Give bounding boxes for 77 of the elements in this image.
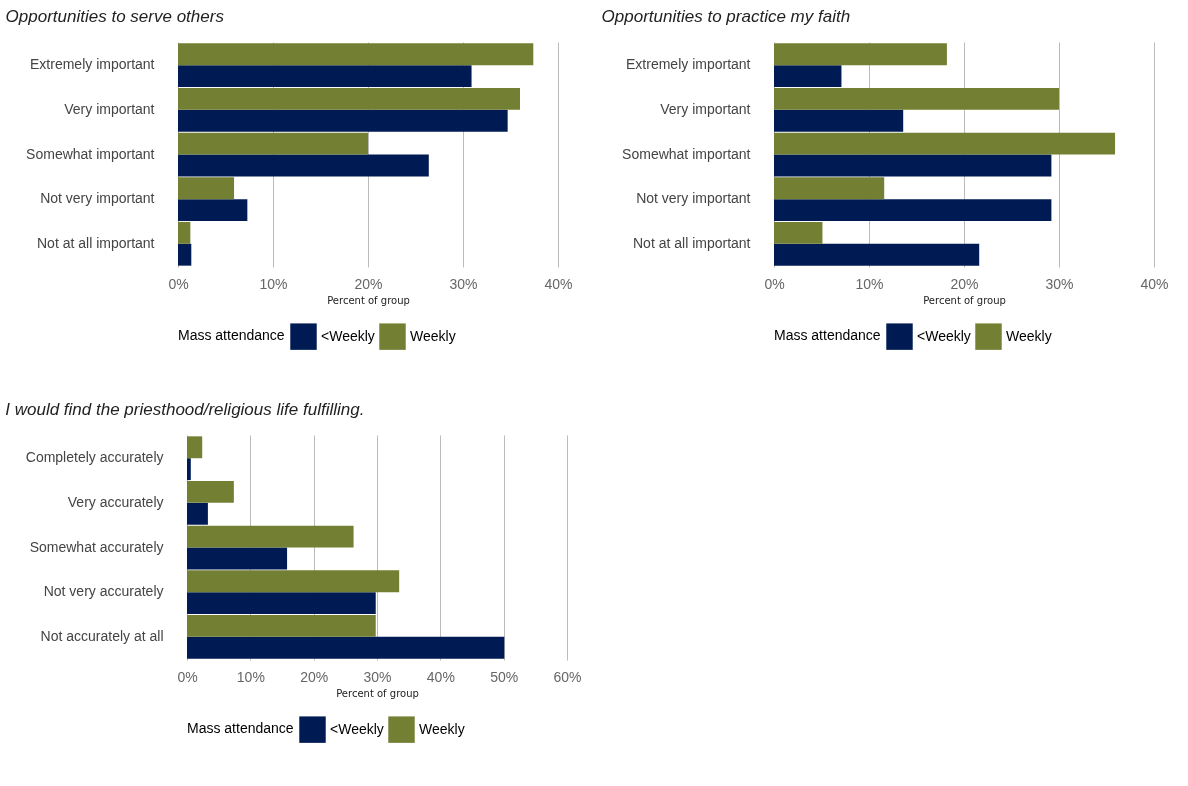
x-tick-label: 20% — [354, 275, 383, 292]
y-tick-label: Not accurately at all — [40, 627, 164, 644]
y-tick-label: Not very important — [636, 190, 751, 207]
x-tick-label: 60% — [553, 668, 582, 685]
y-tick-label: Not very accurately — [43, 583, 164, 600]
legend-label: Weekly — [419, 720, 465, 737]
x-tick-label: 40% — [544, 275, 573, 292]
chart-title: Opportunities to serve others — [5, 7, 225, 26]
bar — [774, 132, 1116, 155]
x-tick-label: 10% — [236, 668, 265, 685]
bar — [187, 480, 234, 503]
bar — [187, 636, 505, 659]
chart-title: Opportunities to practice my faith — [601, 7, 851, 26]
y-tick-label: Somewhat important — [622, 145, 751, 162]
x-tick-label: 10% — [855, 275, 884, 292]
bar — [187, 458, 191, 481]
bar — [178, 243, 192, 266]
x-axis-title: Percent of group — [336, 687, 419, 699]
legend-title: Mass attendance — [774, 327, 881, 343]
bar — [178, 87, 520, 110]
y-tick-label: Completely accurately — [25, 449, 164, 466]
bar — [187, 570, 400, 593]
x-tick-label: 20% — [950, 275, 979, 292]
y-tick-label: Somewhat important — [26, 145, 155, 162]
x-tick-label: 20% — [300, 668, 329, 685]
bar — [178, 65, 472, 88]
x-tick-label: 0% — [168, 275, 189, 292]
legend-label: <Weekly — [917, 327, 971, 344]
x-tick-label: 0% — [764, 275, 785, 292]
x-axis-title: Percent of group — [923, 294, 1006, 306]
y-tick-label: Somewhat accurately — [29, 538, 164, 555]
legend-title: Mass attendance — [178, 327, 285, 343]
y-tick-label: Not very important — [40, 190, 155, 207]
bar — [774, 199, 1052, 222]
bar — [774, 65, 842, 88]
y-tick-label: Not at all important — [633, 234, 751, 251]
y-tick-label: Very important — [64, 100, 155, 117]
bar — [187, 525, 354, 548]
y-tick-label: Very important — [660, 100, 751, 117]
x-tick-label: 30% — [363, 668, 392, 685]
bar — [187, 436, 203, 459]
x-tick-label: 40% — [1140, 275, 1169, 292]
legend-label: Weekly — [410, 327, 456, 344]
bar — [187, 592, 376, 615]
x-axis-title: Percent of group — [327, 294, 410, 306]
bar — [187, 547, 288, 570]
y-tick-label: Very accurately — [67, 493, 164, 510]
bar — [178, 43, 534, 66]
x-tick-label: 50% — [490, 668, 519, 685]
bar — [187, 502, 208, 525]
bar — [178, 154, 429, 177]
bar — [774, 221, 823, 244]
legend-label: Weekly — [1006, 327, 1052, 344]
x-tick-label: 30% — [1045, 275, 1074, 292]
y-tick-label: Not at all important — [37, 234, 155, 251]
y-tick-label: Extremely important — [30, 56, 155, 73]
bar — [774, 177, 885, 200]
bar — [178, 177, 235, 200]
legend-title: Mass attendance — [187, 720, 294, 736]
x-tick-label: 10% — [259, 275, 288, 292]
x-tick-label: 40% — [426, 668, 455, 685]
bar — [178, 132, 368, 155]
bar — [774, 243, 980, 266]
bar — [178, 199, 248, 222]
x-tick-label: 0% — [177, 668, 198, 685]
x-tick-label: 30% — [449, 275, 478, 292]
bar — [774, 109, 904, 132]
y-tick-label: Extremely important — [626, 56, 751, 73]
bar — [178, 221, 191, 244]
bar — [178, 109, 508, 132]
chart-title: I would find the priesthood/religious life fulfilling. — [5, 400, 365, 419]
legend-label: <Weekly — [321, 327, 375, 344]
bar — [774, 43, 947, 66]
bar — [187, 614, 376, 637]
bar — [774, 154, 1052, 177]
legend-label: <Weekly — [330, 720, 384, 737]
bar — [774, 87, 1059, 110]
